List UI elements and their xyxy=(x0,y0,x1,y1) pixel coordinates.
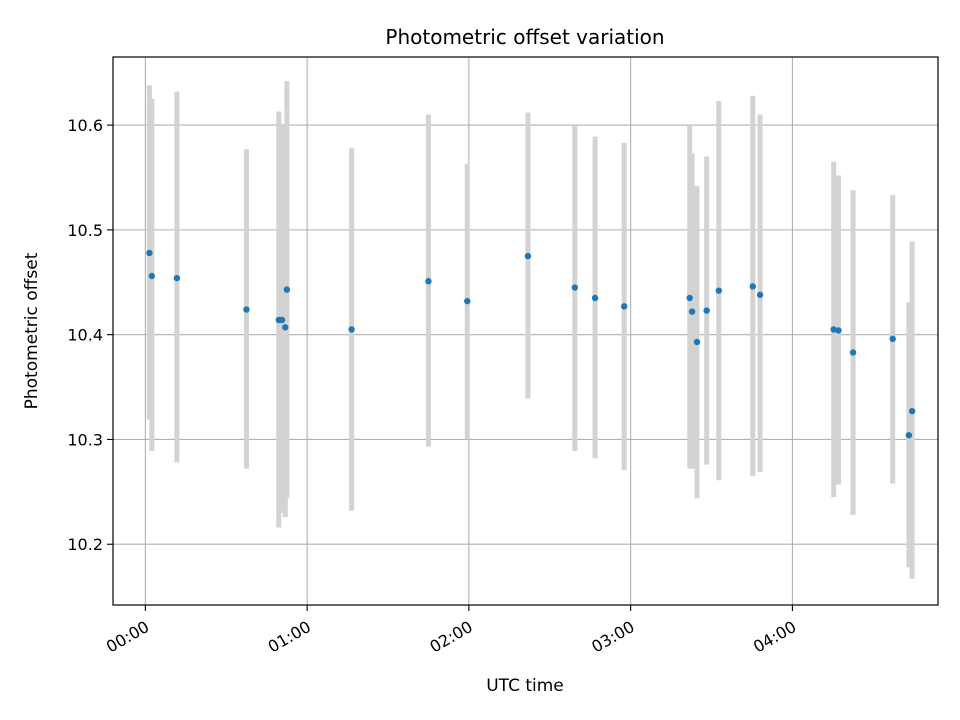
x-tick-label: 01:00 xyxy=(265,617,314,657)
data-point xyxy=(425,278,432,285)
data-point xyxy=(830,326,837,333)
y-tick-label: 10.3 xyxy=(67,430,103,449)
x-tick-label: 03:00 xyxy=(588,617,637,657)
data-point xyxy=(703,307,710,314)
data-point xyxy=(464,297,471,305)
y-axis-title: Photometric offset xyxy=(22,252,42,409)
data-point xyxy=(756,291,764,299)
x-tick-label: 02:00 xyxy=(426,617,475,657)
x-axis-ticks: 00:00 01:00 02:00 03:00 04:00 xyxy=(103,605,799,657)
data-point xyxy=(146,249,153,257)
data-point xyxy=(283,286,291,293)
data-point xyxy=(715,287,723,294)
y-tick-label: 10.5 xyxy=(67,221,103,240)
plot-frame xyxy=(112,56,939,606)
data-point xyxy=(620,303,628,310)
data-point xyxy=(686,294,693,302)
data-point xyxy=(835,327,842,334)
data-point xyxy=(693,338,701,346)
data-point xyxy=(282,324,289,331)
data-point xyxy=(849,349,857,356)
error-bars xyxy=(146,81,915,579)
data-point xyxy=(591,294,599,302)
y-axis-ticks: 10.2 10.3 10.4 10.5 10.6 xyxy=(67,116,113,554)
x-axis-title: UTC time xyxy=(486,676,564,696)
y-tick-label: 10.4 xyxy=(67,326,103,345)
y-tick-label: 10.6 xyxy=(67,116,103,135)
chart-title: Photometric offset variation xyxy=(385,25,664,49)
data-points xyxy=(146,249,916,439)
data-point xyxy=(148,272,156,280)
data-point xyxy=(889,335,896,343)
data-point xyxy=(908,407,916,415)
x-tick-label: 00:00 xyxy=(103,617,152,657)
y-tick-label: 10.2 xyxy=(67,535,103,554)
data-point xyxy=(688,308,696,315)
data-point xyxy=(905,432,913,439)
data-point xyxy=(348,326,355,333)
data-point xyxy=(749,283,756,290)
data-point xyxy=(243,306,250,313)
data-point xyxy=(524,252,532,260)
x-tick-label: 04:00 xyxy=(750,617,799,657)
data-point xyxy=(278,316,286,324)
data-point xyxy=(173,274,181,282)
data-point xyxy=(571,284,579,291)
